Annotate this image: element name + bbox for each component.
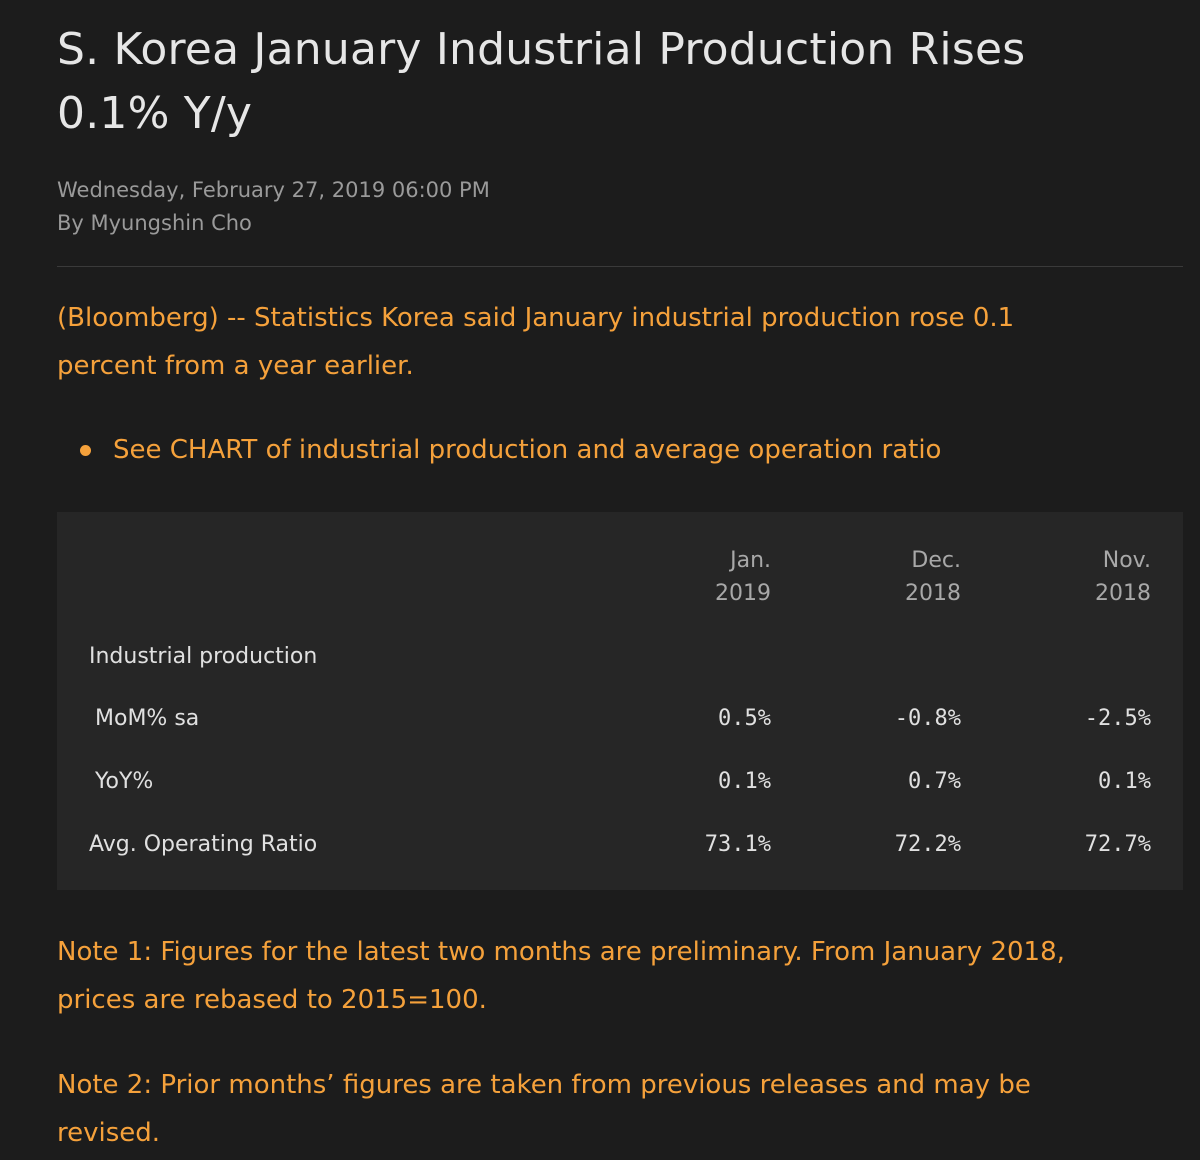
data-table bbox=[57, 512, 1183, 890]
cell-yoy-dec-2018: 0.7% bbox=[908, 769, 961, 794]
headline-line-2: 0.1% Y/y bbox=[57, 88, 253, 139]
note-2-line-1: Note 2: Prior months’ figures are taken … bbox=[57, 1070, 1031, 1100]
row-label-mom: MoM% sa bbox=[95, 706, 200, 731]
headline: S. Korea January Industrial Production R… bbox=[57, 18, 1167, 146]
note-2-line-2: revised. bbox=[57, 1118, 161, 1148]
chart-link-text[interactable]: See CHART of industrial production and a… bbox=[113, 435, 942, 465]
byline: By Myungshin Cho bbox=[57, 211, 252, 235]
note-1-line-2: prices are rebased to 2015=100. bbox=[57, 985, 487, 1015]
bullet-icon bbox=[80, 444, 91, 456]
divider bbox=[57, 266, 1183, 267]
column-header-jan-2019: Jan. 2019 bbox=[631, 544, 771, 610]
note-1: Note 1: Figures for the latest two month… bbox=[57, 928, 1167, 1024]
article-meta: Wednesday, February 27, 2019 06:00 PM By… bbox=[57, 174, 490, 240]
row-label-avg-operating-ratio: Avg. Operating Ratio bbox=[89, 832, 318, 857]
column-header-month: Dec. bbox=[911, 548, 961, 573]
column-header-year: 2018 bbox=[905, 581, 961, 606]
column-header-nov-2018: Nov. 2018 bbox=[1011, 544, 1151, 610]
cell-mom-dec-2018: -0.8% bbox=[894, 706, 961, 731]
chart-link-bullet[interactable]: See CHART of industrial production and a… bbox=[80, 428, 941, 472]
headline-line-1: S. Korea January Industrial Production R… bbox=[57, 24, 1026, 75]
cell-yoy-jan-2019: 0.1% bbox=[718, 769, 771, 794]
cell-yoy-nov-2018: 0.1% bbox=[1098, 769, 1151, 794]
column-header-month: Jan. bbox=[730, 548, 771, 573]
column-header-year: 2018 bbox=[1095, 581, 1151, 606]
cell-mom-jan-2019: 0.5% bbox=[718, 706, 771, 731]
column-header-dec-2018: Dec. 2018 bbox=[821, 544, 961, 610]
column-header-month: Nov. bbox=[1102, 548, 1151, 573]
cell-ratio-dec-2018: 72.2% bbox=[894, 832, 961, 857]
lede-paragraph: (Bloomberg) -- Statistics Korea said Jan… bbox=[57, 294, 1157, 390]
cell-ratio-nov-2018: 72.7% bbox=[1084, 832, 1151, 857]
note-2: Note 2: Prior months’ figures are taken … bbox=[57, 1061, 1167, 1157]
note-1-line-1: Note 1: Figures for the latest two month… bbox=[57, 937, 1065, 967]
cell-ratio-jan-2019: 73.1% bbox=[704, 832, 771, 857]
column-header-year: 2019 bbox=[715, 581, 771, 606]
lede-line-2: percent from a year earlier. bbox=[57, 351, 414, 381]
publish-date: Wednesday, February 27, 2019 06:00 PM bbox=[57, 178, 490, 202]
cell-mom-nov-2018: -2.5% bbox=[1084, 706, 1151, 731]
section-label-industrial-production: Industrial production bbox=[89, 644, 318, 669]
row-label-yoy: YoY% bbox=[95, 769, 154, 794]
lede-line-1: (Bloomberg) -- Statistics Korea said Jan… bbox=[57, 303, 1015, 333]
